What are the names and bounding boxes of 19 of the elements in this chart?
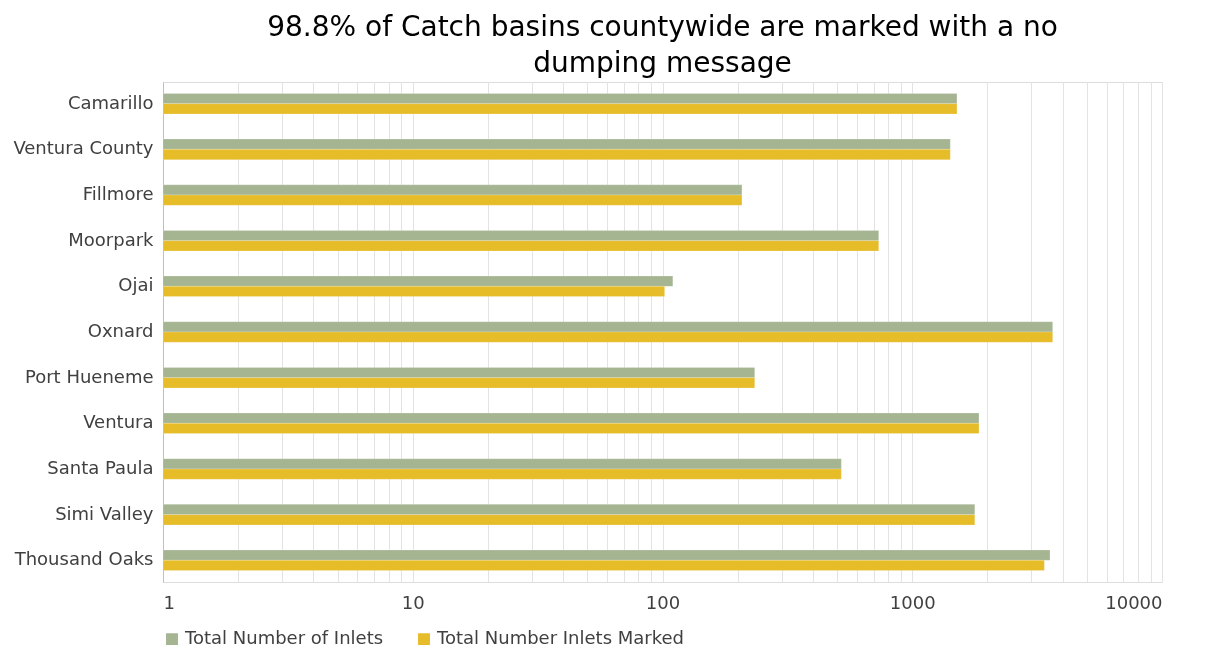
x-tick-label: 10 <box>401 591 425 613</box>
x-tick-label: 100 <box>645 591 681 613</box>
x-tick-label: 1000 <box>889 591 936 613</box>
y-tick-label: Port Hueneme <box>24 365 154 387</box>
legend-label: Total Number Inlets Marked <box>436 627 684 649</box>
y-tick-label: Santa Paula <box>47 456 154 478</box>
y-tick-label: Camarillo <box>67 91 154 113</box>
legend-label: Total Number of Inlets <box>184 627 384 649</box>
y-tick-label: Fillmore <box>82 183 154 205</box>
y-tick-label: Simi Valley <box>55 502 154 524</box>
chart-title: 98.8% of Catch basins countywide are marked with a no dumping message <box>267 10 1058 79</box>
y-tick-label: Ojai <box>118 274 154 296</box>
y-tick-label: Ventura <box>83 411 154 433</box>
y-tick-label: Moorpark <box>68 228 155 250</box>
y-tick-label: Thousand Oaks <box>13 548 154 570</box>
x-tick-label: 1 <box>163 591 175 613</box>
x-tick-label: 10000 <box>1105 591 1163 613</box>
y-tick-label: Oxnard <box>87 320 154 341</box>
y-tick-label: Ventura County <box>13 137 154 159</box>
